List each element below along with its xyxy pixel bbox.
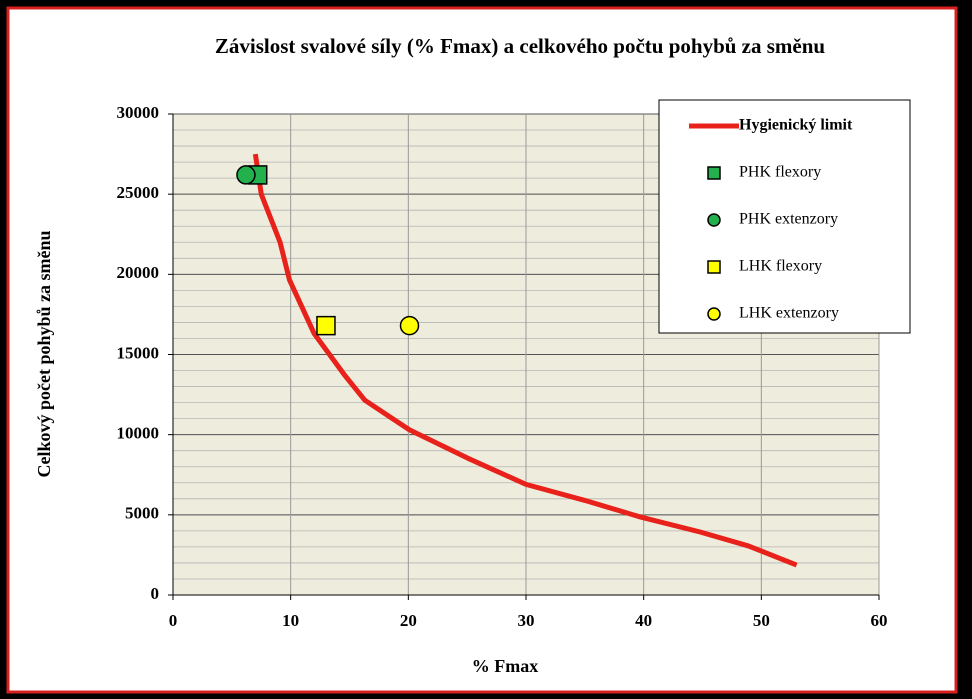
x-tick-label: 50 [753, 611, 770, 630]
limit-line [252, 153, 798, 568]
circle-marker [399, 315, 420, 336]
y-tick-label: 15000 [117, 343, 160, 362]
square-marker [707, 260, 721, 274]
legend-label: LHK flexory [739, 258, 822, 275]
x-tick-label: 60 [871, 611, 888, 630]
y-tick-label: 20000 [117, 263, 160, 282]
x-axis-label: % Fmax [472, 656, 539, 676]
x-tick-label: 10 [282, 611, 299, 630]
square-marker [316, 315, 336, 336]
x-tick-label: 40 [635, 611, 652, 630]
square-marker [707, 166, 721, 180]
circle-marker [707, 307, 721, 321]
y-tick-label: 5000 [125, 504, 159, 523]
legend-label: LHK extenzory [739, 305, 839, 322]
circle-marker [707, 213, 721, 227]
chart-title: Závislost svalové síly (% Fmax) a celkov… [215, 34, 826, 58]
x-tick-label: 0 [169, 611, 178, 630]
y-axis-label: Celkový počet pohybů za směnu [34, 230, 54, 477]
x-tick-label: 20 [400, 611, 417, 630]
circle-marker [236, 165, 256, 185]
y-tick-label: 30000 [117, 103, 160, 122]
legend-label: PHK flexory [739, 164, 821, 181]
legend-label: PHK extenzory [739, 211, 838, 228]
y-tick-label: 10000 [117, 424, 160, 443]
legend-box [658, 99, 911, 334]
y-tick-label: 0 [151, 584, 160, 603]
x-tick-label: 30 [518, 611, 535, 630]
y-tick-label: 25000 [117, 183, 160, 202]
legend-label: Hygienický limit [739, 117, 853, 134]
